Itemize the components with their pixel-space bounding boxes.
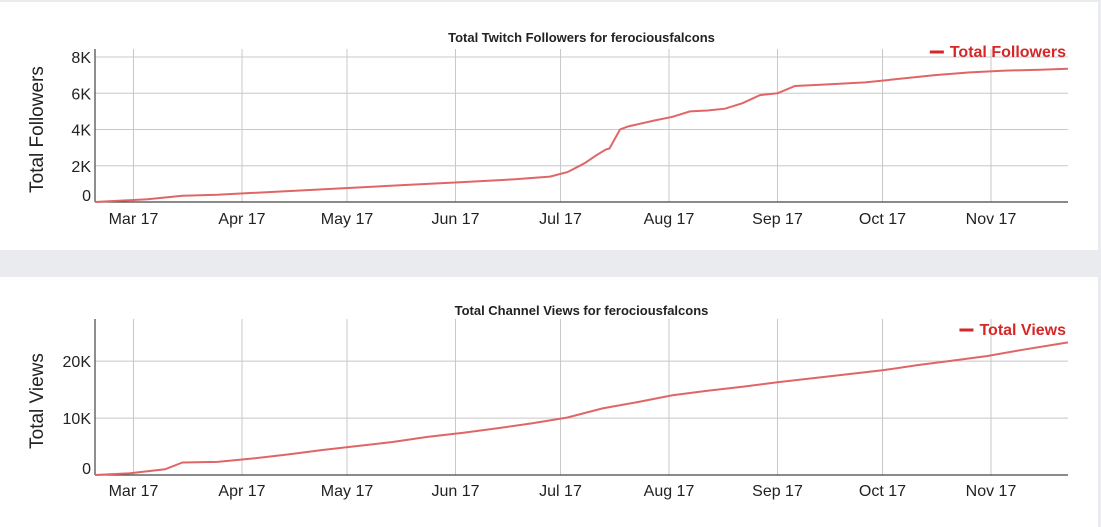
y-tick-label: 4K [71, 123, 91, 140]
legend-label: Total Followers [950, 44, 1066, 61]
x-tick-label: Nov 17 [966, 211, 1017, 228]
views-chart-panel: Total Channel Views for ferociousfalcons… [0, 277, 1101, 527]
views-chart: Total Channel Views for ferociousfalcons… [27, 303, 1069, 500]
x-tick-label: Mar 17 [109, 483, 159, 500]
chart-divider [0, 250, 1101, 277]
x-tick-label: Nov 17 [966, 483, 1017, 500]
x-tick-label: May 17 [321, 211, 374, 228]
followers-chart: Total Twitch Followers for ferociousfalc… [27, 30, 1069, 228]
x-tick-label: Jun 17 [431, 483, 479, 500]
y-tick-label: 2K [71, 159, 91, 176]
y-axis-label: Total Views [27, 353, 48, 449]
series-line-total-followers [94, 67, 1069, 203]
x-tick-label: Aug 17 [644, 483, 695, 500]
y-axis-label: Total Followers [27, 66, 48, 193]
y-tick-label: 0 [82, 188, 91, 205]
x-tick-label: Oct 17 [859, 483, 906, 500]
legend-label: Total Views [979, 322, 1066, 339]
x-tick-label: Mar 17 [109, 211, 159, 228]
y-tick-label: 0 [82, 461, 91, 478]
followers-chart-panel: Total Twitch Followers for ferociousfalc… [0, 0, 1101, 250]
x-tick-label: Apr 17 [218, 211, 265, 228]
x-tick-label: Sep 17 [752, 211, 803, 228]
x-tick-label: May 17 [321, 483, 374, 500]
x-tick-label: Oct 17 [859, 211, 906, 228]
y-tick-label: 10K [63, 411, 92, 428]
x-tick-label: Aug 17 [644, 211, 695, 228]
y-tick-label: 8K [71, 50, 91, 67]
y-tick-label: 20K [63, 354, 92, 371]
x-tick-label: Apr 17 [218, 483, 265, 500]
chart-title: Total Twitch Followers for ferociousfalc… [448, 30, 715, 45]
x-tick-label: Jul 17 [539, 483, 582, 500]
x-tick-label: Jun 17 [431, 211, 479, 228]
scroll-edge [1098, 0, 1101, 527]
y-tick-label: 6K [71, 86, 91, 103]
series-line-total-views [94, 341, 1069, 476]
chart-title: Total Channel Views for ferociousfalcons [455, 303, 709, 318]
x-tick-label: Sep 17 [752, 483, 803, 500]
x-tick-label: Jul 17 [539, 211, 582, 228]
